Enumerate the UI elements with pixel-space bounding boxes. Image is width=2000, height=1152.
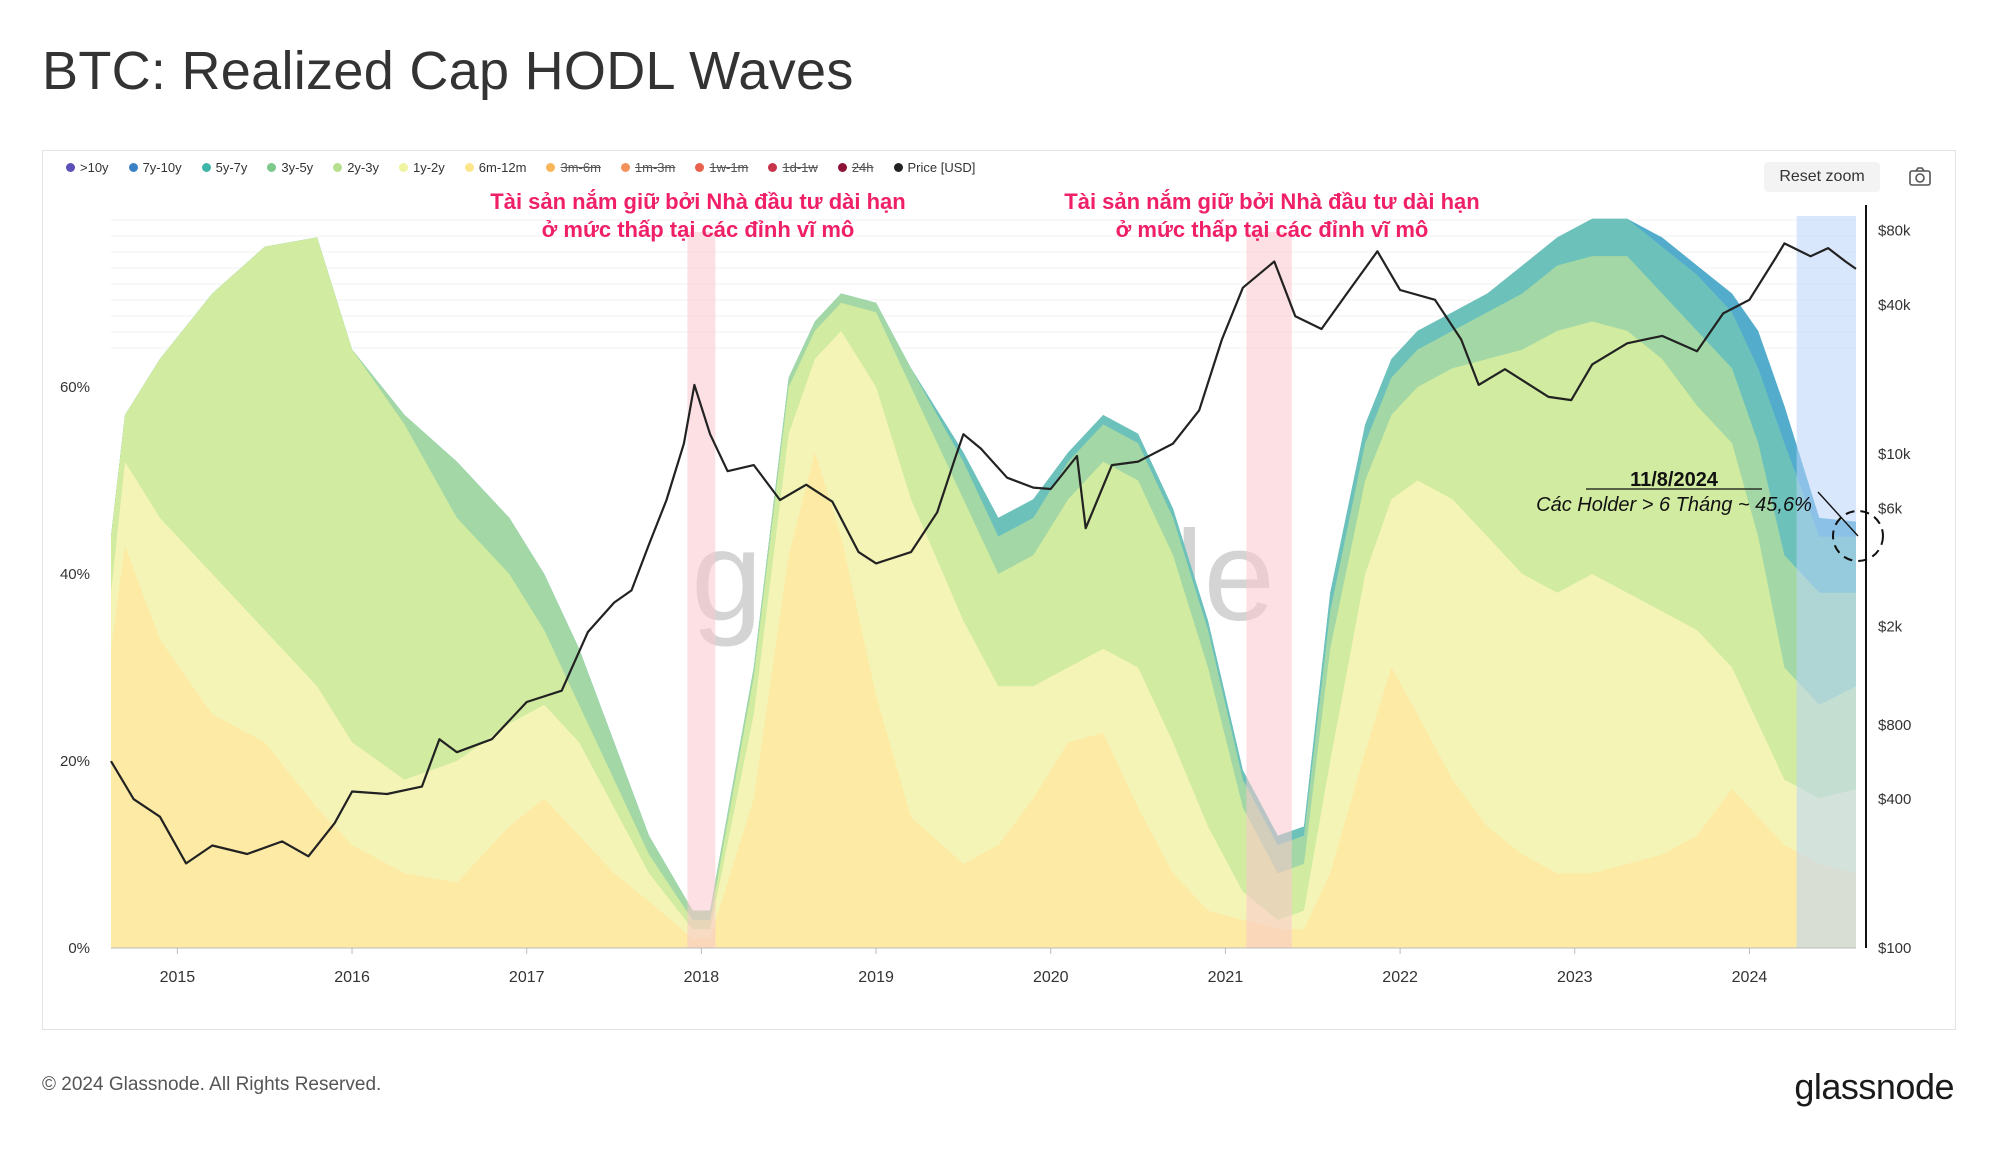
x-tick-label: 2024 xyxy=(1732,969,1768,986)
peak-note-line1: Tài sản nắm giữ bởi Nhà đầu tư dài hạn xyxy=(490,189,905,214)
peak-highlight-band-0 xyxy=(687,232,716,948)
callout-annotation: 11/8/2024 Các Holder > 6 Tháng ~ 45,6% xyxy=(1536,469,1884,562)
x-tick-label: 2018 xyxy=(684,969,720,986)
legend-dot xyxy=(333,163,343,172)
page-title: BTC: Realized Cap HODL Waves xyxy=(42,41,854,101)
callout-arrow xyxy=(1817,491,1859,537)
x-tick-label: 2020 xyxy=(1033,969,1069,986)
peak-note-line2: ở mức thấp tại các đỉnh vĩ mô xyxy=(542,217,855,242)
footer-copyright: © 2024 Glassnode. All Rights Reserved. xyxy=(42,1074,382,1095)
legend-label: 6m-12m xyxy=(478,160,527,175)
legend-dot xyxy=(128,163,138,172)
y-right-tick-label: $40k xyxy=(1878,297,1911,314)
legend-label: 1m-3m xyxy=(634,160,676,175)
area-6m-12m xyxy=(111,452,1856,948)
y-right-tick-label: $800 xyxy=(1878,717,1911,734)
y-right-tick-label: $10k xyxy=(1878,446,1911,463)
legend-label: Price [USD] xyxy=(907,160,976,175)
legend-label: 7y-10y xyxy=(142,160,182,175)
legend-item-1[interactable]: 7y-10y xyxy=(128,160,182,175)
callout-text: Các Holder > 6 Tháng ~ 45,6% xyxy=(1536,494,1812,516)
legend-label: 1w-1m xyxy=(709,160,749,175)
legend-dot xyxy=(398,163,408,172)
hodl-wave-areas xyxy=(111,218,1856,948)
y-left-tick-label: 60% xyxy=(60,379,90,396)
legend-dot xyxy=(837,163,847,172)
camera-icon[interactable] xyxy=(1908,166,1932,188)
y-left-tick-label: 40% xyxy=(60,566,90,583)
legend-item-5[interactable]: 1y-2y xyxy=(398,160,445,175)
legend-dot xyxy=(768,163,778,172)
legend-item-12[interactable]: Price [USD] xyxy=(893,160,976,175)
legend-item-7[interactable]: 3m-6m xyxy=(546,160,601,175)
peak-highlight-band-1 xyxy=(1246,232,1292,948)
recent-highlight-band xyxy=(1796,216,1856,948)
legend-item-10[interactable]: 1d-1w xyxy=(768,160,818,175)
x-tick-label: 2022 xyxy=(1382,969,1418,986)
legend-item-0[interactable]: >10y xyxy=(66,160,109,175)
x-tick-label: 2023 xyxy=(1557,969,1593,986)
legend-label: 3y-5y xyxy=(281,160,314,175)
legend-dot xyxy=(464,163,474,172)
y-left-tick-label: 0% xyxy=(68,940,90,957)
y-right-tick-label: $400 xyxy=(1878,791,1911,808)
y-right-tick-label: $80k xyxy=(1878,223,1911,240)
x-tick-label: 2019 xyxy=(858,969,894,986)
x-tick-label: 2015 xyxy=(160,969,196,986)
legend-label: 1y-2y xyxy=(412,160,445,175)
peak-note-line1: Tài sản nắm giữ bởi Nhà đầu tư dài hạn xyxy=(1064,189,1479,214)
footer-logo[interactable]: glassnode xyxy=(1794,1066,1954,1107)
legend-label: 24h xyxy=(851,160,874,175)
legend-label: 5y-7y xyxy=(215,160,248,175)
legend-item-11[interactable]: 24h xyxy=(837,160,874,175)
callout-circle xyxy=(1832,510,1884,562)
legend-label: >10y xyxy=(80,160,109,175)
legend-dot xyxy=(893,163,903,172)
x-tick-label: 2016 xyxy=(334,969,370,986)
y-right-tick-label: $6k xyxy=(1878,501,1903,518)
legend-dot xyxy=(66,163,75,172)
price-line xyxy=(110,242,1857,865)
callout-date: 11/8/2024 xyxy=(1630,469,1719,491)
peak-note-2018: Tài sản nắm giữ bởi Nhà đầu tư dài hạn ở … xyxy=(490,189,905,242)
legend-item-4[interactable]: 2y-3y xyxy=(333,160,379,175)
y-right-tick-label: $2k xyxy=(1878,619,1903,636)
legend-dot xyxy=(267,163,277,172)
y-left-tick-label: 20% xyxy=(60,753,90,770)
legend-label: 1d-1w xyxy=(782,160,818,175)
y-right-tick-label: $100 xyxy=(1878,940,1911,957)
legend-item-8[interactable]: 1m-3m xyxy=(620,160,676,175)
x-tick-label: 2021 xyxy=(1208,969,1244,986)
legend-dot xyxy=(546,163,556,172)
legend-label: 3m-6m xyxy=(560,160,601,175)
legend-dot xyxy=(201,163,211,172)
legend-item-6[interactable]: 6m-12m xyxy=(464,160,527,175)
peak-note-line2: ở mức thấp tại các đỉnh vĩ mô xyxy=(1116,217,1429,242)
legend-item-2[interactable]: 5y-7y xyxy=(201,160,248,175)
legend-item-9[interactable]: 1w-1m xyxy=(695,160,748,175)
legend-dot xyxy=(620,163,630,172)
legend-dot xyxy=(695,163,705,172)
peak-note-2021: Tài sản nắm giữ bởi Nhà đầu tư dài hạn ở … xyxy=(1064,189,1479,242)
legend: >10y 7y-10y 5y-7y 3y-5y 2y-3y 1y-2y 6m-12m 3m-6… xyxy=(66,160,975,175)
legend-item-3[interactable]: 3y-5y xyxy=(267,160,313,175)
reset-zoom-button[interactable]: Reset zoom xyxy=(1764,162,1880,192)
x-tick-label: 2017 xyxy=(509,969,545,986)
legend-label: 2y-3y xyxy=(347,160,379,175)
